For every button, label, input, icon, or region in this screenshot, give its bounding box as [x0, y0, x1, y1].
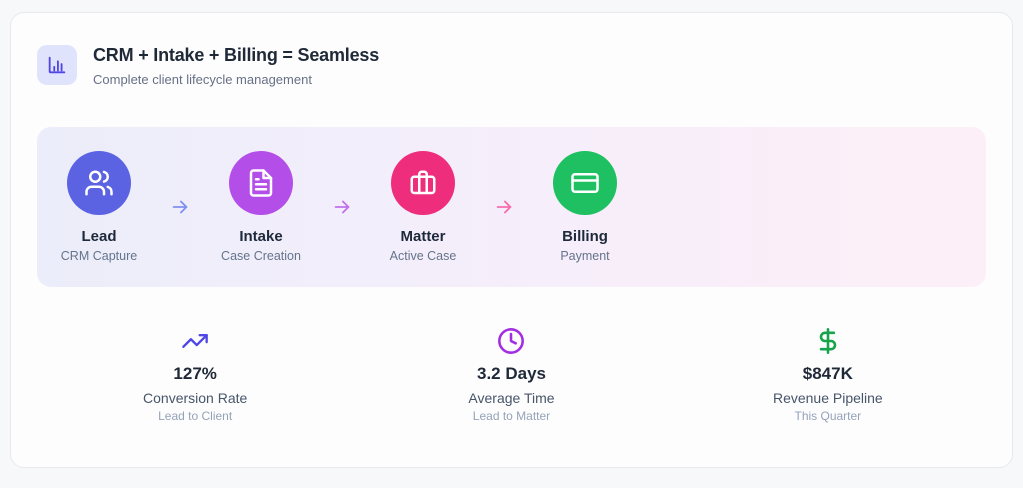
- arrow-right-icon: [331, 196, 353, 218]
- stat-label: Average Time: [468, 390, 555, 406]
- dollar-sign-icon: [814, 327, 842, 355]
- users-icon: [67, 151, 131, 215]
- page-title: CRM + Intake + Billing = Seamless: [93, 45, 380, 65]
- pipeline-step-intake: Intake Case Creation: [215, 151, 307, 263]
- file-text-icon: [229, 151, 293, 215]
- step-name: Matter: [400, 228, 446, 245]
- step-name: Lead: [81, 228, 117, 245]
- stat-value: $847K: [802, 364, 853, 383]
- stat-value: 127%: [173, 364, 217, 383]
- stat-label: Revenue Pipeline: [772, 390, 883, 406]
- clock-icon: [497, 327, 525, 355]
- step-description: Active Case: [389, 249, 457, 263]
- pipeline-step-billing: Billing Payment: [539, 151, 631, 263]
- arrow-right-icon: [493, 196, 515, 218]
- pipeline-step-matter: Matter Active Case: [377, 151, 469, 263]
- step-description: CRM Capture: [60, 249, 138, 263]
- credit-card-icon: [553, 151, 617, 215]
- pipeline-step-lead: Lead CRM Capture: [53, 151, 145, 263]
- bar-chart-icon: [37, 45, 77, 85]
- pipeline-band: Lead CRM Capture Intake Case Creation: [37, 127, 986, 287]
- step-description: Payment: [560, 249, 610, 263]
- stat-average-time: 3.2 Days Average Time Lead to Matter: [353, 327, 669, 423]
- arrow-right-icon: [169, 196, 191, 218]
- step-name: Intake: [239, 228, 283, 245]
- stat-sublabel: This Quarter: [794, 409, 862, 423]
- header-text: CRM + Intake + Billing = Seamless Comple…: [93, 45, 379, 87]
- crm-feature-card: CRM + Intake + Billing = Seamless Comple…: [10, 12, 1013, 468]
- briefcase-icon: [391, 151, 455, 215]
- stat-value: 3.2 Days: [476, 364, 546, 383]
- step-description: Case Creation: [221, 249, 301, 263]
- stats-row: 127% Conversion Rate Lead to Client 3.2 …: [37, 327, 986, 423]
- stat-sublabel: Lead to Matter: [472, 409, 551, 423]
- stat-sublabel: Lead to Client: [158, 409, 233, 423]
- card-header: CRM + Intake + Billing = Seamless Comple…: [37, 45, 986, 87]
- page-subtitle: Complete client lifecycle management: [93, 72, 312, 87]
- stat-conversion-rate: 127% Conversion Rate Lead to Client: [37, 327, 353, 423]
- stat-revenue-pipeline: $847K Revenue Pipeline This Quarter: [670, 327, 986, 423]
- trending-up-icon: [181, 327, 209, 355]
- stat-label: Conversion Rate: [143, 390, 248, 406]
- step-name: Billing: [562, 228, 608, 245]
